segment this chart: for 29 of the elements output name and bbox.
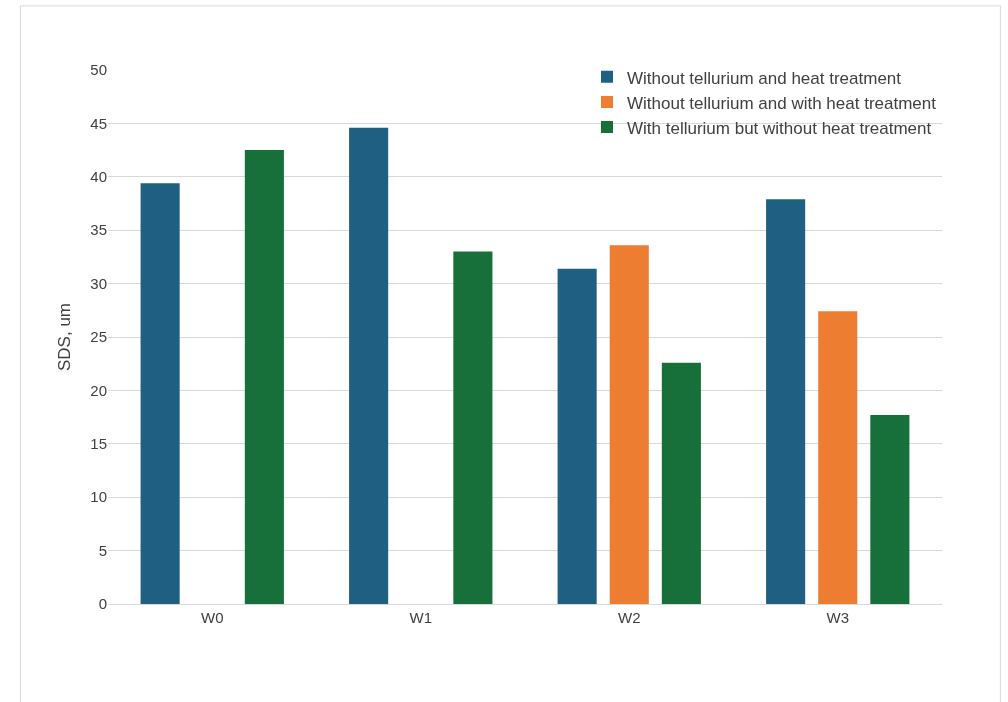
bar xyxy=(661,362,701,604)
legend-label: Without tellurium and heat treatment xyxy=(627,68,902,88)
bar xyxy=(244,150,284,604)
bar xyxy=(349,127,389,604)
y-tick-label: 5 xyxy=(98,541,107,559)
y-tick-label: 10 xyxy=(90,488,107,506)
y-tick-label: 25 xyxy=(90,328,107,346)
y-tick-label: 50 xyxy=(90,61,107,79)
legend-label: Without tellurium and with heat treatment xyxy=(627,93,937,113)
bar xyxy=(609,245,649,604)
bar xyxy=(453,251,493,604)
x-tick-label: W3 xyxy=(826,609,849,626)
y-tick-label: 30 xyxy=(90,274,107,292)
y-tick-label: 0 xyxy=(98,595,107,613)
y-axis-title: SDS, um xyxy=(54,302,74,372)
y-tick-label: 35 xyxy=(90,221,107,239)
y-tick-label: 40 xyxy=(90,168,107,186)
x-tick-label: W0 xyxy=(201,609,224,626)
x-tick-label: W1 xyxy=(409,609,432,626)
y-tick-label: 20 xyxy=(90,381,107,399)
bar xyxy=(557,268,597,604)
y-tick-label: 45 xyxy=(90,114,107,132)
bar xyxy=(140,183,180,604)
y-tick-label: 15 xyxy=(90,435,107,453)
bar xyxy=(870,414,910,604)
x-tick-label: W2 xyxy=(618,609,641,626)
bar xyxy=(766,199,806,604)
legend-label: With tellurium but without heat treatment xyxy=(627,118,932,138)
bar xyxy=(818,311,858,604)
